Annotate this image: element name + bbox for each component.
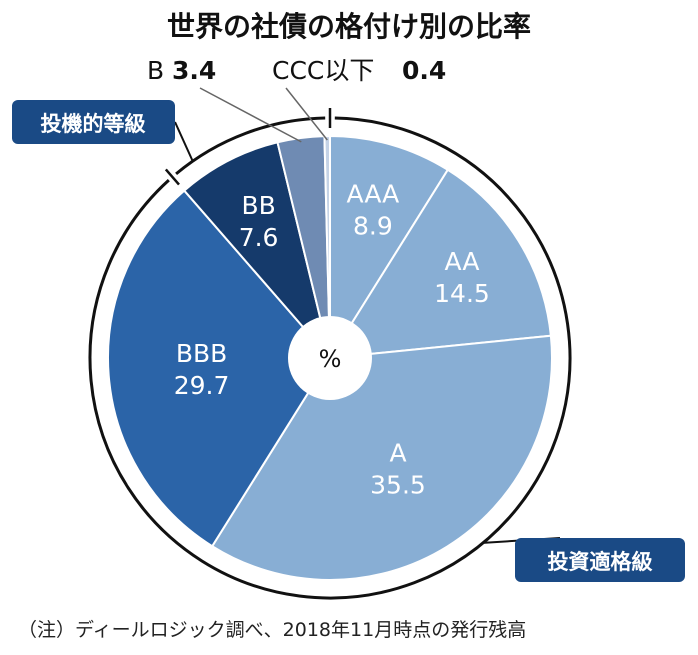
callout-ccc-category: CCC以下: [272, 56, 374, 85]
callout-b-value: 3.4: [172, 56, 216, 85]
group-label-speculative: 投機的等級: [41, 112, 146, 136]
callout-b: B 3.4: [147, 56, 216, 85]
slice-value-bb: 7.6: [239, 223, 279, 252]
pie-center-hole: [288, 316, 372, 400]
slice-labels: AAA 8.9 AA 14.5 A 35.5 BBB 29.7 BB 7.6: [174, 180, 490, 500]
callout-b-leader: [199, 87, 302, 143]
slice-label-bb: BB: [241, 191, 275, 220]
group-connector-speculative: [174, 121, 194, 162]
callout-ccc: CCC以下 0.4: [272, 56, 446, 85]
slice-value-aaa: 8.9: [353, 212, 393, 241]
callout-ccc-leader: [285, 87, 328, 141]
slice-label-aa: AA: [445, 247, 480, 276]
slice-label-a: A: [389, 438, 406, 467]
slice-aa: [328, 168, 552, 360]
pie-slices: [107, 134, 553, 581]
slice-value-bbb: 29.7: [174, 371, 230, 400]
slice-value-a: 35.5: [370, 470, 426, 499]
group-box-investment: 投資適格級: [515, 538, 685, 582]
callout-ccc-value: 0.4: [402, 56, 446, 85]
slice-a: [210, 334, 553, 581]
chart-title: 世界の社債の格付け別の比率: [167, 10, 531, 43]
slice-label-aaa: AAA: [347, 180, 400, 209]
slice-bbb: [107, 189, 332, 548]
slice-aaa: [329, 134, 450, 362]
center-label: %: [319, 345, 342, 373]
slice-value-aa: 14.5: [434, 279, 490, 308]
slice-label-bbb: BBB: [176, 339, 227, 368]
group-label-investment: 投資適格級: [548, 550, 653, 574]
footnote: （注）ディールロジック調べ、2018年11月時点の発行残高: [18, 619, 526, 641]
boundary-arc-investment: [88, 116, 572, 600]
boundary-tick-bbb-bb: [164, 168, 180, 186]
callout-b-category: B: [147, 56, 164, 85]
group-box-speculative: 投機的等級: [12, 100, 175, 144]
boundary-arc-speculative: [175, 116, 326, 176]
slice-bb: [182, 141, 331, 359]
